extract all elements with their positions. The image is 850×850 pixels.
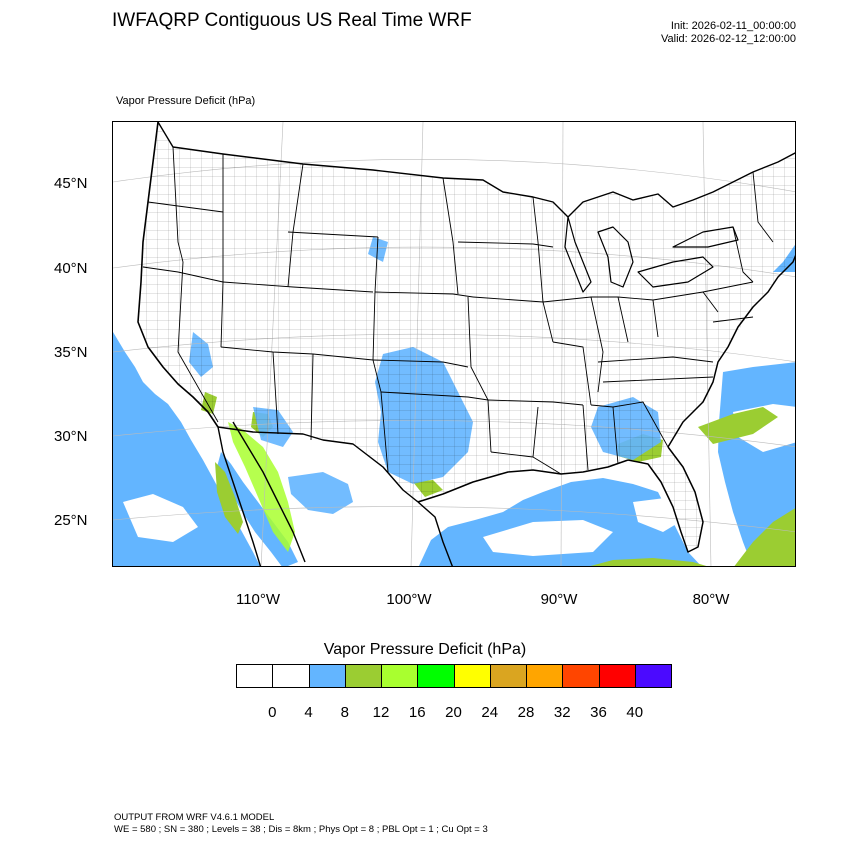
legend-tick-label: 24 xyxy=(481,704,499,721)
legend-tick-label: 8 xyxy=(340,704,349,721)
lat-label-25: 25°N xyxy=(54,512,88,529)
legend-tick-label: 12 xyxy=(372,704,390,721)
legend-title: Vapor Pressure Deficit (hPa) xyxy=(323,641,527,658)
page-title: IWFAQRP Contiguous US Real Time WRF xyxy=(112,10,472,31)
legend-swatch xyxy=(417,664,455,688)
init-time: Init: 2026-02-11_00:00:00 xyxy=(670,20,796,32)
legend-swatch xyxy=(489,664,527,688)
lon-label-110: 110°W xyxy=(235,591,281,608)
lat-label-30: 30°N xyxy=(54,428,88,445)
legend-swatch xyxy=(562,664,600,688)
legend-tick-label: 0 xyxy=(268,704,277,721)
legend-swatch xyxy=(236,664,274,688)
map-panel xyxy=(112,121,796,567)
legend-colorbar xyxy=(236,664,672,688)
legend-swatch xyxy=(344,664,382,688)
lat-label-45: 45°N xyxy=(54,175,88,192)
legend-tick-label: 32 xyxy=(553,704,571,721)
lat-label-40: 40°N xyxy=(54,260,88,277)
legend-tick-label: 20 xyxy=(445,704,462,721)
legend-tick-label: 28 xyxy=(517,704,535,721)
footer-config: WE = 580 ; SN = 380 ; Levels = 38 ; Dis … xyxy=(114,824,488,835)
field-label: Vapor Pressure Deficit (hPa) xyxy=(116,95,256,107)
footer-model: OUTPUT FROM WRF V4.6.1 MODEL xyxy=(114,812,275,823)
legend-swatch xyxy=(598,664,636,688)
legend-swatch xyxy=(634,664,672,688)
lon-label-100: 100°W xyxy=(386,591,432,608)
legend-swatch xyxy=(272,664,310,688)
lat-label-35: 35°N xyxy=(54,344,88,361)
legend-tick-label: 4 xyxy=(304,704,313,721)
lon-label-80: 80°W xyxy=(692,591,730,608)
legend-tick-label: 36 xyxy=(590,704,607,721)
us-map xyxy=(113,122,795,566)
legend-swatch xyxy=(308,664,346,688)
lon-label-90: 90°W xyxy=(540,591,578,608)
legend-swatch xyxy=(526,664,564,688)
legend-tick-label: 40 xyxy=(626,704,644,721)
legend-tick-label: 16 xyxy=(408,704,426,721)
legend-swatch xyxy=(453,664,491,688)
legend-swatch xyxy=(381,664,419,688)
valid-time: Valid: 2026-02-12_12:00:00 xyxy=(661,33,796,45)
